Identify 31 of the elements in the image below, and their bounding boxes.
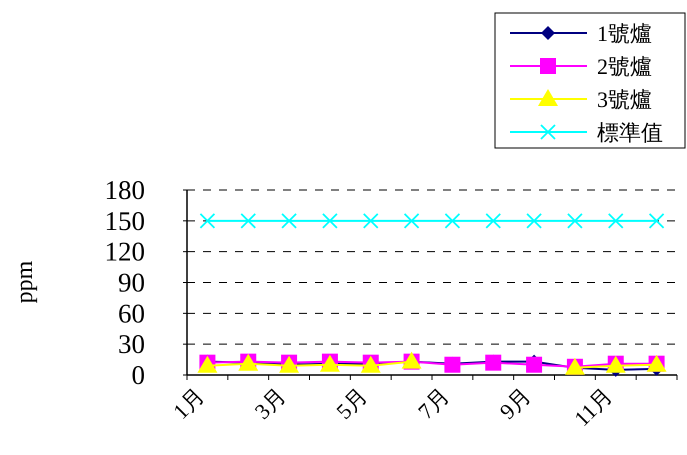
point: [485, 212, 502, 229]
y-tick-label: 30: [118, 329, 145, 360]
point: [444, 212, 460, 229]
point: [526, 212, 542, 229]
legend-label: 2號爐: [597, 54, 652, 79]
point: [281, 212, 297, 229]
legend-label: 3號爐: [597, 87, 652, 112]
x-tick-label: 9月: [494, 382, 536, 424]
y-tick-label: 0: [132, 360, 145, 390]
y-tick-label: 90: [118, 268, 145, 298]
point: [608, 212, 624, 229]
legend-label: 標準值: [597, 120, 663, 145]
x-tick-label: 7月: [412, 382, 454, 424]
y-tick-label: 180: [104, 175, 145, 205]
point: [526, 356, 542, 373]
legend-label: 1號爐: [597, 21, 652, 46]
point: [648, 212, 664, 229]
x-tick-label: 5月: [331, 382, 372, 424]
point: [404, 212, 420, 229]
x-tick-label: 1月: [168, 382, 209, 424]
y-tick-label: 120: [104, 236, 145, 267]
y-axis-title: ppm: [12, 260, 38, 304]
point: [362, 212, 379, 229]
point: [322, 212, 338, 229]
point: [240, 212, 256, 229]
y-tick-label: 150: [104, 206, 145, 236]
y-tick-label: 60: [118, 298, 145, 328]
point: [567, 212, 583, 229]
x-tick-label: 11月: [569, 382, 618, 432]
point: [200, 212, 216, 229]
x-tick-label: 3月: [250, 382, 291, 424]
